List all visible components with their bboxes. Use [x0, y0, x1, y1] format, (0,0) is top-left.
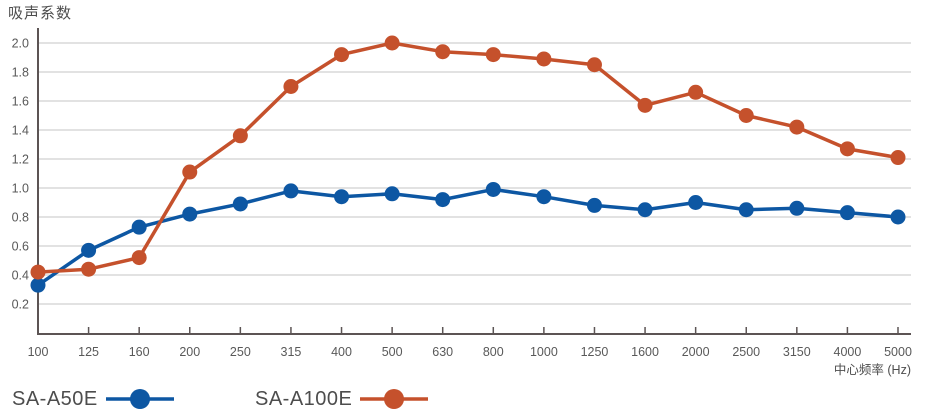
data-point — [890, 150, 906, 166]
data-point — [81, 261, 97, 277]
data-point — [182, 164, 198, 180]
x-tick-label: 400 — [331, 345, 352, 359]
data-point — [334, 189, 350, 205]
data-point — [30, 277, 46, 293]
legend: SA-A50E SA-A100E — [0, 385, 937, 413]
x-tick-label: 800 — [483, 345, 504, 359]
data-point — [536, 189, 552, 205]
line-dot-marker-icon — [105, 389, 174, 409]
x-tick-label: 100 — [28, 345, 49, 359]
data-point — [536, 51, 552, 67]
x-tick-label: 250 — [230, 345, 251, 359]
data-point — [839, 205, 855, 221]
data-point — [485, 47, 501, 63]
x-axis-label: 中心频率 (Hz) — [833, 363, 911, 377]
data-point — [182, 206, 198, 222]
data-point — [334, 47, 350, 63]
x-tick-label: 1600 — [631, 345, 659, 359]
data-point — [485, 181, 501, 197]
data-point — [435, 44, 451, 60]
data-point — [384, 186, 400, 202]
x-tick-label: 125 — [78, 345, 99, 359]
x-tick-label: 500 — [382, 345, 403, 359]
legend-label-sa-a100e: SA-A100E — [255, 387, 353, 410]
series-line — [36, 41, 900, 274]
x-tick-label: 630 — [432, 345, 453, 359]
x-tick-label: 160 — [129, 345, 150, 359]
y-tick-label: 0.6 — [12, 240, 29, 254]
data-point — [789, 119, 805, 135]
y-tick-label: 0.2 — [12, 298, 29, 312]
data-point — [688, 195, 704, 210]
y-tick-label: 0.8 — [12, 211, 29, 225]
y-tick-label: 2.0 — [12, 37, 29, 51]
data-point — [131, 219, 147, 235]
series-line — [36, 187, 900, 287]
x-tick-label: 2000 — [682, 345, 710, 359]
data-point — [81, 242, 97, 258]
legend-item-sa-a50e: SA-A50E — [12, 385, 174, 413]
data-point — [283, 79, 299, 94]
legend-item-sa-a100e: SA-A100E — [255, 385, 429, 413]
line-chart: 0.2 0.4 0.6 0.8 1.0 1.2 1.4 1.6 1.8 2.0 100 125 160 2… — [12, 28, 912, 359]
data-point — [283, 183, 299, 199]
x-tick-label: 4000 — [834, 345, 862, 359]
data-point — [30, 264, 46, 280]
x-tick-label: 315 — [281, 345, 302, 359]
data-point — [789, 200, 805, 216]
y-axis-title: 吸声系数 — [8, 5, 73, 22]
data-point — [738, 108, 754, 123]
y-tick-label: 1.0 — [12, 182, 29, 196]
x-tick-label: 1000 — [530, 345, 558, 359]
data-point — [586, 57, 602, 73]
x-tick-label: 3150 — [783, 345, 811, 359]
data-point — [688, 84, 704, 100]
y-tick-label: 1.8 — [12, 66, 29, 80]
x-tick-label: 1250 — [581, 345, 609, 359]
y-tick-label: 1.4 — [12, 124, 29, 138]
y-tick-label: 1.6 — [12, 95, 29, 109]
x-tick-label: 2500 — [732, 345, 760, 359]
data-point — [637, 202, 653, 218]
data-point — [232, 196, 248, 212]
data-point — [435, 192, 451, 208]
y-tick-label: 1.2 — [12, 153, 29, 167]
legend-label-sa-a50e: SA-A50E — [12, 387, 98, 410]
data-point — [586, 197, 602, 213]
data-point — [738, 202, 754, 218]
x-tick-label: 5000 — [884, 345, 912, 359]
line-dot-marker-icon — [360, 389, 429, 409]
data-point — [637, 97, 653, 113]
x-tick-label: 200 — [179, 345, 200, 359]
data-point — [131, 250, 147, 266]
y-tick-label: 0.4 — [12, 269, 29, 283]
data-point — [384, 35, 400, 51]
data-point — [890, 209, 906, 225]
data-point — [839, 141, 855, 157]
data-point — [232, 128, 248, 144]
